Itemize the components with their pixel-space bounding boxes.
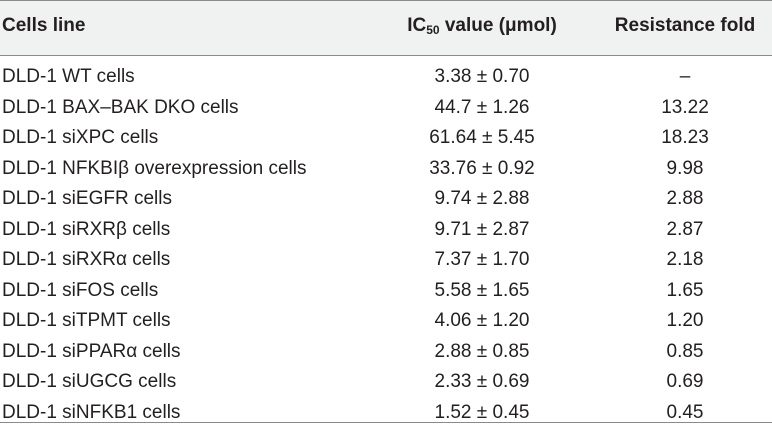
cell-ic50: 9.74 ± 2.88 [392, 188, 572, 210]
table-row: DLD-1 WT cells 3.38 ± 0.70 – [0, 66, 772, 97]
header-ic50-subscript: 50 [426, 23, 439, 37]
cell-cells-line: DLD-1 siUGCG cells [2, 371, 176, 393]
table-row: DLD-1 siXPC cells 61.64 ± 5.45 18.23 [0, 127, 772, 158]
header-resistance-fold: Resistance fold [596, 15, 772, 37]
cell-resistance-fold: 0.69 [596, 371, 772, 393]
cell-cells-line: DLD-1 siRXRβ cells [2, 219, 170, 241]
table-row: DLD-1 siPPARα cells 2.88 ± 0.85 0.85 [0, 341, 772, 372]
table-row: DLD-1 siTPMT cells 4.06 ± 1.20 1.20 [0, 310, 772, 341]
cell-resistance-fold: – [596, 66, 772, 88]
header-ic50: IC50 value (μmol) [392, 15, 572, 37]
cell-cells-line: DLD-1 siEGFR cells [2, 188, 172, 210]
cell-ic50: 7.37 ± 1.70 [392, 249, 572, 271]
cell-resistance-fold: 1.20 [596, 310, 772, 332]
cell-cells-line: DLD-1 siXPC cells [2, 127, 158, 149]
cell-resistance-fold: 0.45 [596, 402, 772, 424]
cell-ic50: 2.88 ± 0.85 [392, 341, 572, 363]
table-row: DLD-1 siRXRα cells 7.37 ± 1.70 2.18 [0, 249, 772, 280]
table-row: DLD-1 BAX–BAK DKO cells 44.7 ± 1.26 13.2… [0, 97, 772, 128]
header-ic50-suffix: value (μmol) [440, 15, 557, 36]
cell-cells-line: DLD-1 siPPARα cells [2, 341, 181, 363]
table-row: DLD-1 siEGFR cells 9.74 ± 2.88 2.88 [0, 188, 772, 219]
cell-ic50: 1.52 ± 0.45 [392, 402, 572, 424]
cell-ic50: 3.38 ± 0.70 [392, 66, 572, 88]
cell-ic50: 9.71 ± 2.87 [392, 219, 572, 241]
table-row: DLD-1 siUGCG cells 2.33 ± 0.69 0.69 [0, 371, 772, 402]
table-body: DLD-1 WT cells 3.38 ± 0.70 – DLD-1 BAX–B… [0, 66, 772, 432]
cell-cells-line: DLD-1 siFOS cells [2, 280, 158, 302]
cell-cells-line: DLD-1 siRXRα cells [2, 249, 170, 271]
cell-resistance-fold: 2.87 [596, 219, 772, 241]
cell-ic50: 44.7 ± 1.26 [392, 97, 572, 119]
cell-resistance-fold: 2.88 [596, 188, 772, 210]
cell-ic50: 4.06 ± 1.20 [392, 310, 572, 332]
table-bottom-rule [0, 422, 772, 423]
cell-cells-line: DLD-1 BAX–BAK DKO cells [2, 97, 239, 119]
cell-resistance-fold: 2.18 [596, 249, 772, 271]
cell-ic50: 2.33 ± 0.69 [392, 371, 572, 393]
cell-cells-line: DLD-1 siNFKB1 cells [2, 402, 180, 424]
table-row: DLD-1 siNFKB1 cells 1.52 ± 0.45 0.45 [0, 402, 772, 432]
header-ic50-prefix: IC [407, 15, 426, 36]
cell-cells-line: DLD-1 NFKBIβ overexpression cells [2, 158, 306, 180]
header-cells-line: Cells line [2, 15, 85, 37]
cell-ic50: 33.76 ± 0.92 [392, 158, 572, 180]
table-header-row: Cells line IC50 value (μmol) Resistance … [0, 1, 772, 55]
table-row: DLD-1 siRXRβ cells 9.71 ± 2.87 2.87 [0, 219, 772, 250]
cell-resistance-fold: 1.65 [596, 280, 772, 302]
cell-resistance-fold: 13.22 [596, 97, 772, 119]
cell-resistance-fold: 0.85 [596, 341, 772, 363]
table-row: DLD-1 siFOS cells 5.58 ± 1.65 1.65 [0, 280, 772, 311]
cell-ic50: 5.58 ± 1.65 [392, 280, 572, 302]
table-row: DLD-1 NFKBIβ overexpression cells 33.76 … [0, 158, 772, 189]
cell-cells-line: DLD-1 WT cells [2, 66, 135, 88]
table-header-rule [0, 55, 772, 56]
cell-cells-line: DLD-1 siTPMT cells [2, 310, 171, 332]
cell-resistance-fold: 18.23 [596, 127, 772, 149]
cell-resistance-fold: 9.98 [596, 158, 772, 180]
cell-ic50: 61.64 ± 5.45 [392, 127, 572, 149]
